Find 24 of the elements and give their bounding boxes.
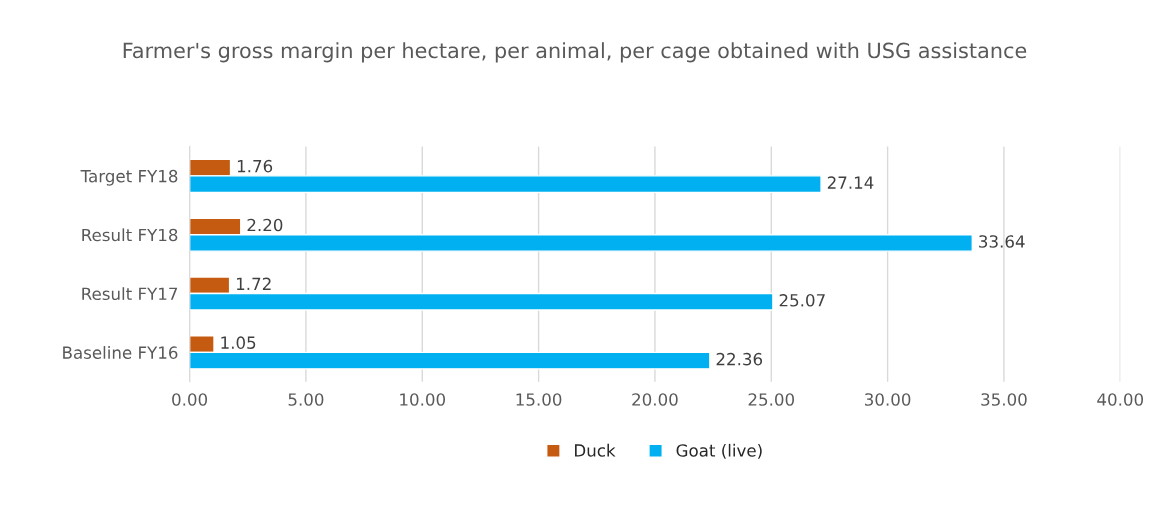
data-label: 33.64 — [979, 235, 1025, 248]
data-label: 2.20 — [247, 218, 283, 232]
x-tick-label: 30.00 — [865, 393, 911, 406]
x-tick-label: 40.00 — [1097, 393, 1144, 406]
data-label: 25.07 — [779, 294, 825, 307]
x-tick-label: 5.00 — [288, 393, 324, 406]
x-tick-label: 35.00 — [981, 393, 1027, 406]
y-tick-label: Result FY18 — [82, 228, 178, 242]
legend-label: Duck — [575, 443, 616, 457]
chart-title: Farmer's gross margin per hectare, per animal, per cage obtained with USG assistance — [123, 42, 1027, 63]
data-label: 1.72 — [236, 277, 271, 290]
x-tick-label: 20.00 — [632, 393, 678, 406]
x-tick-label: 0.00 — [172, 393, 208, 406]
y-tick-label: Target FY18 — [80, 169, 178, 186]
x-tick-label: 10.00 — [400, 393, 446, 406]
data-label: 1.05 — [221, 336, 256, 349]
data-label: 22.36 — [716, 352, 763, 366]
y-tick-label: Result FY17 — [82, 287, 178, 301]
x-tick-label: 15.00 — [516, 393, 562, 406]
data-label: 27.14 — [827, 176, 874, 189]
legend-label: Goat (live) — [676, 443, 762, 459]
x-tick-label: 25.00 — [748, 393, 795, 406]
y-tick-label: Baseline FY16 — [63, 346, 178, 359]
data-label: 1.76 — [237, 159, 273, 173]
